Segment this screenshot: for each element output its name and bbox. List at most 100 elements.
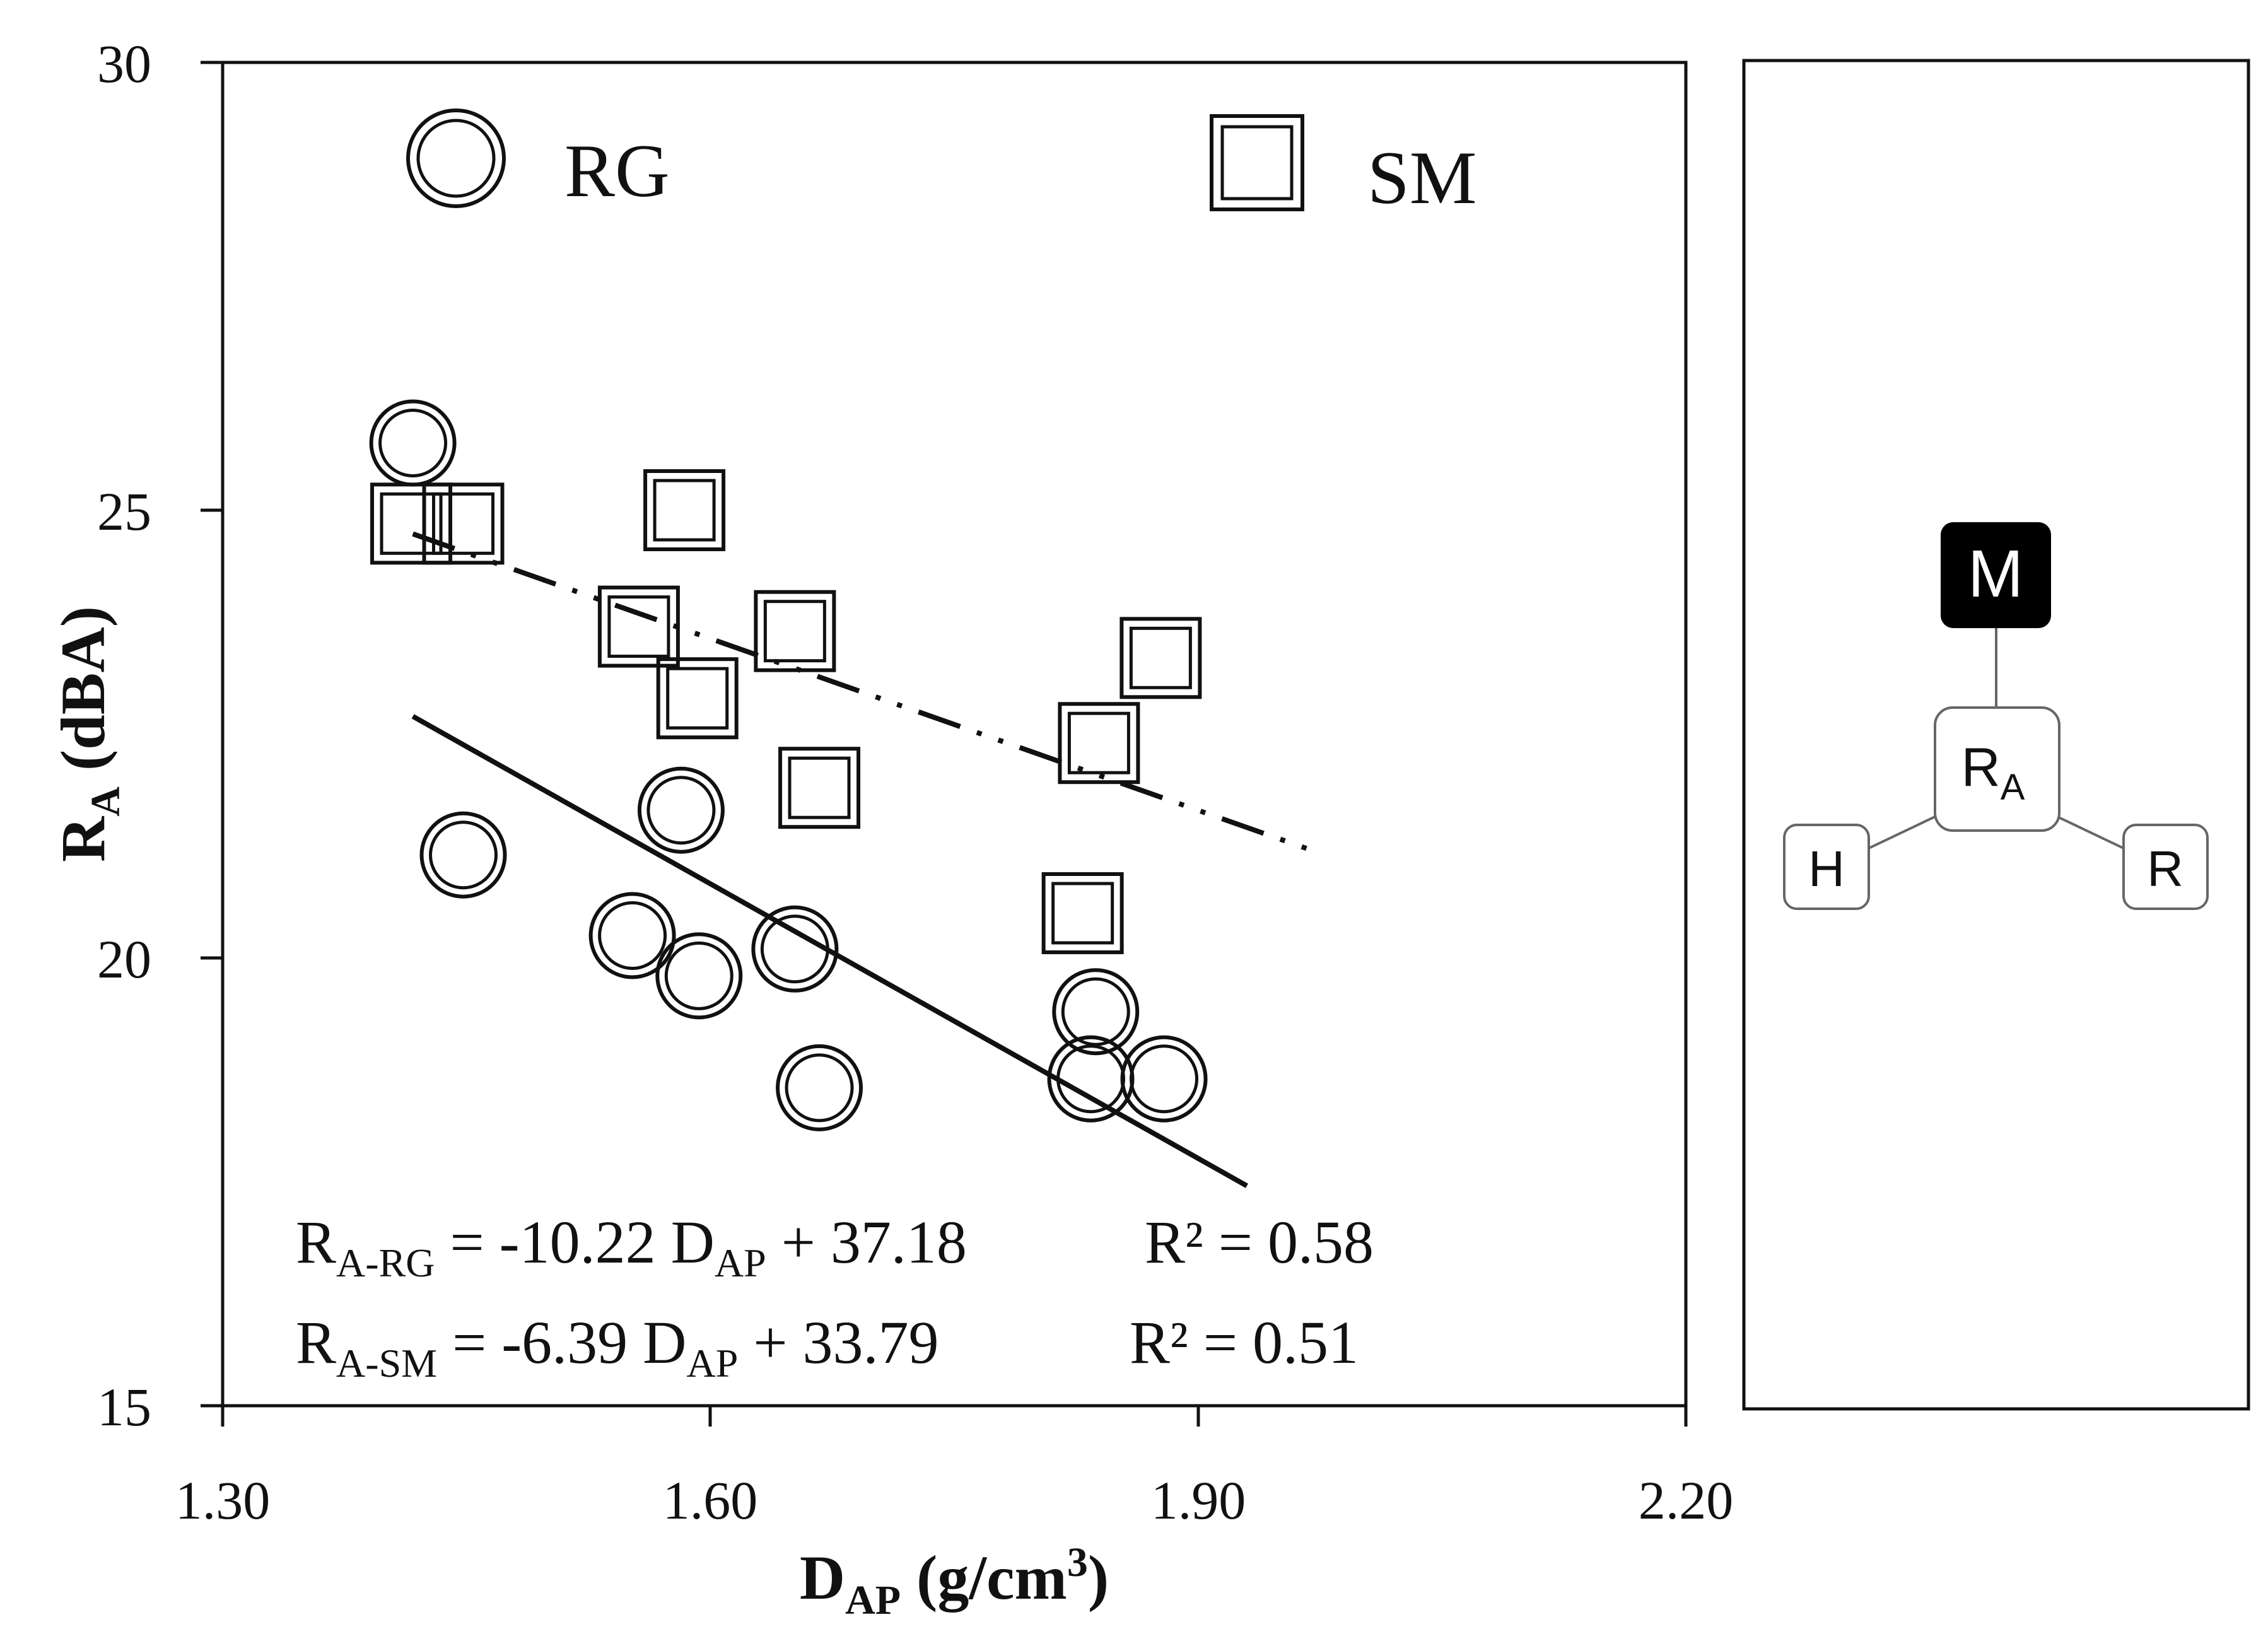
data-point-inner-square	[432, 492, 495, 555]
diagram-node-m-label: M	[1968, 537, 2023, 611]
data-point-inner-ring	[429, 820, 498, 890]
data-point-inner-square	[653, 479, 716, 542]
equation-sm: RA-SM = -6.39 DAP + 33.79	[296, 1309, 938, 1386]
data-point-outer-ring	[588, 892, 676, 979]
equation-rg-r2: R² = 0.58	[1145, 1208, 1374, 1276]
x-axis-label-sup: 3	[1067, 1539, 1088, 1585]
data-point-rg	[588, 892, 676, 979]
x-axis-label-sub: AP	[845, 1577, 901, 1623]
diagram-node-h-label: H	[1808, 841, 1845, 897]
equation-rg-sub2: AP	[715, 1240, 766, 1285]
data-point-outer-ring	[655, 932, 743, 1020]
diagram-node-ra-label: RA	[1961, 737, 2025, 808]
y-tick-label-30: 30	[97, 33, 151, 94]
data-point-inner-ring	[785, 1053, 854, 1123]
data-point-sm	[754, 590, 836, 672]
data-point-inner-ring	[1061, 977, 1130, 1046]
data-point-inner-ring	[760, 914, 829, 984]
equation-rg-main: R	[296, 1208, 336, 1276]
diagram-node-ra-main: R	[1961, 737, 2001, 798]
x-tick-label-190: 1.90	[1151, 1470, 1246, 1531]
y-axis-label-main: R	[48, 815, 118, 862]
data-point-outer-square	[1058, 702, 1140, 785]
side-panel	[1742, 59, 2250, 1411]
data-point-rg	[637, 766, 725, 854]
data-point-inner-ring	[1130, 1044, 1199, 1114]
data-point-inner-ring	[664, 941, 734, 1010]
data-point-outer-square	[597, 585, 680, 668]
equation-sm-sub: A-SM	[336, 1341, 437, 1386]
data-point-outer-ring	[369, 399, 457, 487]
y-axis-label-rest: (dBA)	[48, 606, 118, 786]
data-point-outer-ring	[637, 766, 725, 854]
data-point-inner-ring	[598, 901, 667, 970]
x-axis-label-unit-close: )	[1088, 1543, 1109, 1613]
data-point-outer-ring	[419, 811, 507, 899]
diagram-node-h	[1783, 824, 1870, 910]
diagram-node-ra	[1934, 706, 2060, 832]
equation-sm-main: R	[296, 1309, 336, 1376]
x-axis-label-unit-open: (g/cm	[901, 1543, 1067, 1613]
diagram-link-left	[1868, 815, 1936, 849]
equations: RA-RG = -10.22 DAP + 37.18 R² = 0.58 RA-…	[296, 1208, 1374, 1386]
equation-rg-eq: = -10.22 D	[435, 1208, 714, 1276]
x-axis	[221, 1406, 1688, 1427]
data-point-rg	[1120, 1035, 1208, 1123]
data-point-outer-ring	[1120, 1035, 1208, 1123]
data-point-sm	[370, 482, 453, 565]
y-tick-label-25: 25	[97, 481, 151, 542]
y-tick-label-20: 20	[97, 929, 151, 989]
y-axis	[201, 61, 223, 1408]
data-point-inner-square	[763, 600, 826, 663]
diagram-node-m	[1941, 522, 2051, 628]
data-point-sm	[1041, 872, 1124, 954]
data-point-sm	[643, 469, 726, 551]
legend-marker-sm-inner	[1220, 125, 1294, 201]
points-rg	[369, 399, 1208, 1131]
equation-sm-eq: = -6.39 D	[437, 1309, 686, 1376]
data-point-inner-square	[1067, 711, 1130, 774]
side-diagram: M RA H R	[1783, 522, 2209, 910]
data-point-inner-square	[1129, 626, 1192, 689]
data-point-inner-square	[788, 756, 851, 819]
data-point-outer-square	[1041, 872, 1124, 954]
data-point-sm	[422, 482, 505, 565]
data-point-outer-square	[778, 747, 861, 829]
data-point-sm	[656, 657, 739, 740]
data-point-inner-square	[380, 492, 443, 555]
y-tick-label-15: 15	[97, 1377, 151, 1437]
equation-sm-rest: + 33.79	[738, 1309, 938, 1376]
diagram-node-r	[2122, 824, 2209, 910]
data-point-inner-ring	[378, 409, 448, 477]
x-tick-label-220: 2.20	[1639, 1470, 1734, 1531]
data-point-outer-square	[656, 657, 739, 740]
trend-line-sm	[412, 531, 1313, 853]
y-axis-label: RA (dBA)	[48, 606, 129, 862]
data-point-rg	[1052, 968, 1140, 1056]
data-point-inner-ring	[1056, 1044, 1126, 1114]
data-point-outer-ring	[776, 1044, 863, 1131]
data-point-rg	[369, 399, 457, 487]
legend-label-rg: RG	[564, 129, 670, 213]
equation-sm-r2: R² = 0.51	[1130, 1309, 1359, 1376]
data-point-outer-square	[754, 590, 836, 672]
data-point-inner-square	[1051, 882, 1114, 945]
plot-frame	[221, 61, 1688, 1408]
data-point-outer-ring	[1052, 968, 1140, 1056]
points-sm	[370, 469, 1202, 954]
y-axis-label-sub: A	[83, 786, 129, 817]
legend-marker-rg	[406, 108, 506, 208]
legend: RG SM	[406, 108, 1476, 219]
data-point-inner-ring	[646, 776, 716, 845]
data-point-rg	[751, 905, 839, 993]
equation-sm-sub2: AP	[687, 1341, 739, 1386]
legend-marker-rg-inner	[416, 119, 496, 198]
x-tick-label-130: 1.30	[175, 1470, 271, 1531]
data-point-sm	[1119, 617, 1202, 699]
diagram-node-ra-sub: A	[2001, 767, 2025, 808]
equation-rg-sub: A-RG	[336, 1240, 435, 1285]
equation-rg: RA-RG = -10.22 DAP + 37.18	[296, 1208, 967, 1285]
data-point-sm	[778, 747, 861, 829]
data-point-outer-square	[370, 482, 453, 565]
data-point-outer-square	[1119, 617, 1202, 699]
